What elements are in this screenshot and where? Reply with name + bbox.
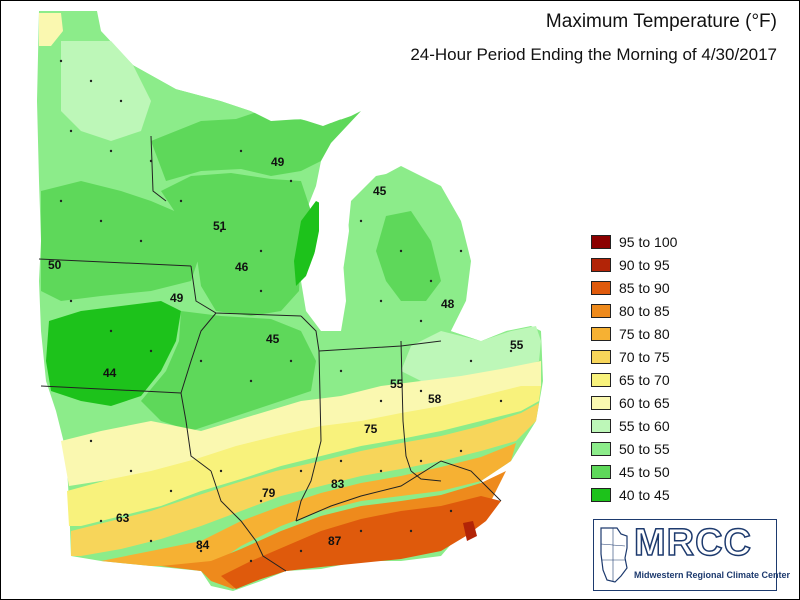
legend-item: 85 to 90 (591, 276, 677, 299)
legend-item: 50 to 55 (591, 437, 677, 460)
legend-swatch (591, 349, 611, 364)
legend-label: 60 to 65 (619, 394, 670, 411)
legend-swatch (591, 234, 611, 249)
value-label: 83 (331, 477, 345, 491)
legend-swatch (591, 418, 611, 433)
legend: 95 to 100 90 to 95 85 to 90 80 to 85 75 to 8… (591, 230, 677, 506)
value-label: 84 (196, 538, 210, 552)
value-label: 55 (510, 338, 524, 352)
legend-swatch (591, 395, 611, 410)
legend-label: 50 to 55 (619, 440, 670, 457)
legend-item: 80 to 85 (591, 299, 677, 322)
legend-label: 85 to 90 (619, 279, 670, 296)
legend-item: 70 to 75 (591, 345, 677, 368)
legend-swatch (591, 280, 611, 295)
value-label: 50 (48, 258, 62, 272)
mrcc-logo: MRCC Midwestern Regional Climate Center (593, 519, 790, 591)
midwest-map-icon (600, 527, 628, 583)
legend-label: 90 to 95 (619, 256, 670, 273)
map-title: Maximum Temperature (°F) (545, 11, 777, 32)
value-label: 58 (428, 392, 442, 406)
value-label: 75 (364, 422, 378, 436)
value-label: 49 (170, 291, 184, 305)
land-fill (37, 11, 543, 591)
legend-label: 80 to 85 (619, 302, 670, 319)
lake-erie (451, 281, 521, 341)
legend-swatch (591, 326, 611, 341)
value-label: 63 (116, 511, 130, 525)
station-dots (59, 59, 513, 563)
legend-item: 75 to 80 (591, 322, 677, 345)
legend-item: 90 to 95 (591, 253, 677, 276)
logo-wordmark: MRCC (633, 521, 752, 565)
value-label: 49 (271, 155, 285, 169)
legend-item: 55 to 60 (591, 414, 677, 437)
legend-swatch (591, 441, 611, 456)
legend-label: 95 to 100 (619, 233, 678, 250)
value-label: 46 (235, 260, 249, 274)
value-labels: 49 45 51 46 50 49 48 45 55 44 55 58 75 7… (48, 155, 524, 552)
legend-label: 65 to 70 (619, 371, 670, 388)
legend-swatch (591, 257, 611, 272)
legend-swatch (591, 464, 611, 479)
map-subtitle: 24-Hour Period Ending the Morning of 4/3… (410, 45, 777, 64)
legend-item: 45 to 50 (591, 460, 677, 483)
value-label: 51 (213, 219, 227, 233)
legend-label: 55 to 60 (619, 417, 670, 434)
legend-swatch (591, 303, 611, 318)
lake-superior (133, 61, 351, 126)
logo-subtitle: Midwestern Regional Climate Center (634, 570, 791, 580)
legend-item: 65 to 70 (591, 368, 677, 391)
legend-label: 45 to 50 (619, 463, 670, 480)
legend-swatch (591, 487, 611, 502)
state-boundaries (38, 135, 502, 572)
legend-swatch (591, 372, 611, 387)
legend-item: 60 to 65 (591, 391, 677, 414)
legend-label: 70 to 75 (619, 348, 670, 365)
value-label: 45 (373, 184, 387, 198)
legend-item: 40 to 45 (591, 483, 677, 506)
lake-michigan (311, 179, 349, 331)
legend-label: 40 to 45 (619, 486, 670, 503)
value-label: 55 (390, 377, 404, 391)
legend-item: 95 to 100 (591, 230, 677, 253)
value-label: 45 (266, 332, 280, 346)
value-label: 79 (262, 486, 276, 500)
value-label: 44 (103, 366, 117, 380)
value-label: 48 (441, 297, 455, 311)
legend-label: 75 to 80 (619, 325, 670, 342)
value-label: 87 (328, 534, 342, 548)
